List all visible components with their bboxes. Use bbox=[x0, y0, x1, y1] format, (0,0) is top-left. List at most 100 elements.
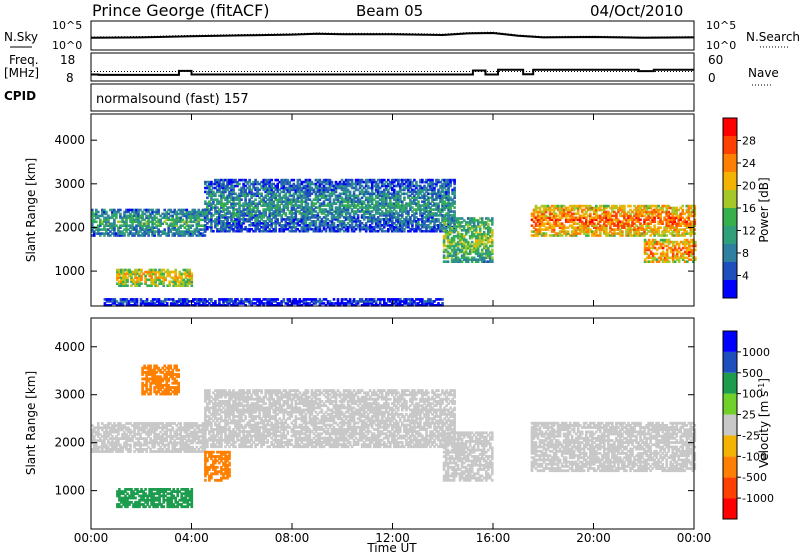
heatmap-cell bbox=[431, 182, 434, 186]
heatmap-cell bbox=[153, 210, 156, 214]
heatmap-cell bbox=[123, 234, 126, 237]
heatmap-cell bbox=[238, 212, 241, 215]
heatmap-cell bbox=[157, 212, 160, 216]
heatmap-cell bbox=[686, 240, 689, 244]
heatmap-cell bbox=[123, 232, 126, 235]
heatmap-cell bbox=[171, 300, 175, 303]
heatmap-cell bbox=[442, 221, 446, 224]
heatmap-cell bbox=[139, 222, 142, 225]
heatmap-cell bbox=[530, 224, 534, 227]
heatmap-cell bbox=[548, 208, 552, 212]
heatmap-cell bbox=[411, 206, 414, 209]
heatmap-cell bbox=[160, 274, 163, 278]
heatmap-cell bbox=[224, 225, 227, 229]
heatmap-cell bbox=[122, 274, 125, 278]
heatmap-cell bbox=[570, 234, 574, 237]
heatmap-cell bbox=[350, 198, 354, 201]
heatmap-cell bbox=[232, 178, 235, 182]
heatmap-cell bbox=[103, 304, 107, 307]
heatmap-cell bbox=[169, 302, 173, 305]
heatmap-cell bbox=[282, 182, 286, 186]
heatmap-cell bbox=[312, 204, 316, 207]
heatmap-cell bbox=[585, 228, 588, 231]
heatmap-cell bbox=[222, 192, 225, 196]
heatmap-cell bbox=[413, 188, 416, 192]
heatmap-cell bbox=[609, 214, 612, 218]
heatmap-cell bbox=[224, 188, 227, 192]
heatmap-cell bbox=[284, 204, 288, 207]
heatmap-cell bbox=[419, 218, 422, 221]
heatmap-cell bbox=[456, 244, 460, 248]
heatmap-cell bbox=[560, 222, 564, 225]
heatmap-cell bbox=[542, 212, 546, 216]
heatmap-cell bbox=[226, 184, 229, 188]
heatmap-cell bbox=[244, 225, 247, 229]
heatmap-cell bbox=[443, 186, 446, 190]
heatmap-cell bbox=[212, 182, 215, 186]
heatmap-cell bbox=[694, 242, 697, 246]
heatmap-cell bbox=[643, 208, 646, 212]
heatmap-cell bbox=[306, 208, 310, 211]
heatmap-cell bbox=[675, 208, 678, 212]
heatmap-cell bbox=[318, 190, 322, 194]
heatmap-cell bbox=[204, 210, 207, 213]
heatmap-cell bbox=[393, 190, 396, 194]
heatmap-cell bbox=[659, 226, 662, 229]
heatmap-cell bbox=[151, 210, 154, 214]
heatmap-cell bbox=[532, 210, 536, 214]
heatmap-cell bbox=[623, 214, 626, 218]
heatmap-cell bbox=[224, 227, 227, 231]
heatmap-cell bbox=[115, 214, 118, 218]
heatmap-cell bbox=[240, 198, 243, 201]
heatmap-cell bbox=[413, 212, 416, 215]
heatmap-cell bbox=[378, 202, 382, 205]
heatmap-cell bbox=[446, 225, 450, 228]
heatmap-cell bbox=[264, 200, 267, 203]
heatmap-cell bbox=[153, 232, 156, 235]
heatmap-cell bbox=[210, 198, 213, 201]
heatmap-cell bbox=[154, 270, 157, 274]
heatmap-cell bbox=[617, 226, 620, 229]
heatmap-cell bbox=[444, 219, 448, 222]
heatmap-cell bbox=[278, 200, 281, 203]
heatmap-cell bbox=[395, 196, 398, 200]
heatmap-cell bbox=[694, 248, 697, 252]
heatmap-cell bbox=[466, 242, 470, 246]
heatmap-cell bbox=[133, 228, 136, 231]
heatmap-cell bbox=[450, 254, 454, 258]
heatmap-cell bbox=[278, 192, 281, 196]
heatmap-cell bbox=[204, 225, 207, 229]
heatmap-cell bbox=[376, 178, 380, 182]
heatmap-cell bbox=[641, 208, 644, 212]
heatmap-cell bbox=[458, 248, 462, 252]
heatmap-cell bbox=[192, 300, 195, 303]
heatmap-cell bbox=[399, 198, 402, 201]
heatmap-cell bbox=[158, 274, 161, 278]
heatmap-cell bbox=[623, 208, 626, 212]
heatmap-cell bbox=[278, 196, 281, 200]
heatmap-cell bbox=[288, 218, 292, 221]
heatmap-cell bbox=[131, 232, 134, 235]
heatmap-cell bbox=[635, 210, 638, 214]
heatmap-cell bbox=[560, 210, 564, 214]
heatmap-cell bbox=[139, 226, 142, 229]
heatmap-cell bbox=[417, 192, 420, 196]
heatmap-cell bbox=[372, 198, 376, 201]
heatmap-cell bbox=[202, 298, 205, 301]
heatmap-cell bbox=[661, 258, 665, 261]
heatmap-cell bbox=[453, 200, 456, 203]
heatmap-cell bbox=[452, 225, 456, 228]
heatmap-cell bbox=[368, 220, 372, 223]
heatmap-cell bbox=[292, 186, 296, 190]
heatmap-cell bbox=[354, 188, 358, 192]
heatmap-cell bbox=[260, 229, 263, 233]
heatmap-cell bbox=[665, 238, 669, 242]
heatmap-cell bbox=[558, 204, 562, 208]
heatmap-cell bbox=[542, 228, 546, 231]
heatmap-cell bbox=[456, 242, 460, 246]
heatmap-cell bbox=[397, 180, 400, 184]
heatmap-cell bbox=[105, 232, 108, 235]
heatmap-cell bbox=[427, 212, 430, 215]
heatmap-cell bbox=[456, 240, 460, 244]
heatmap-cell bbox=[362, 186, 366, 190]
